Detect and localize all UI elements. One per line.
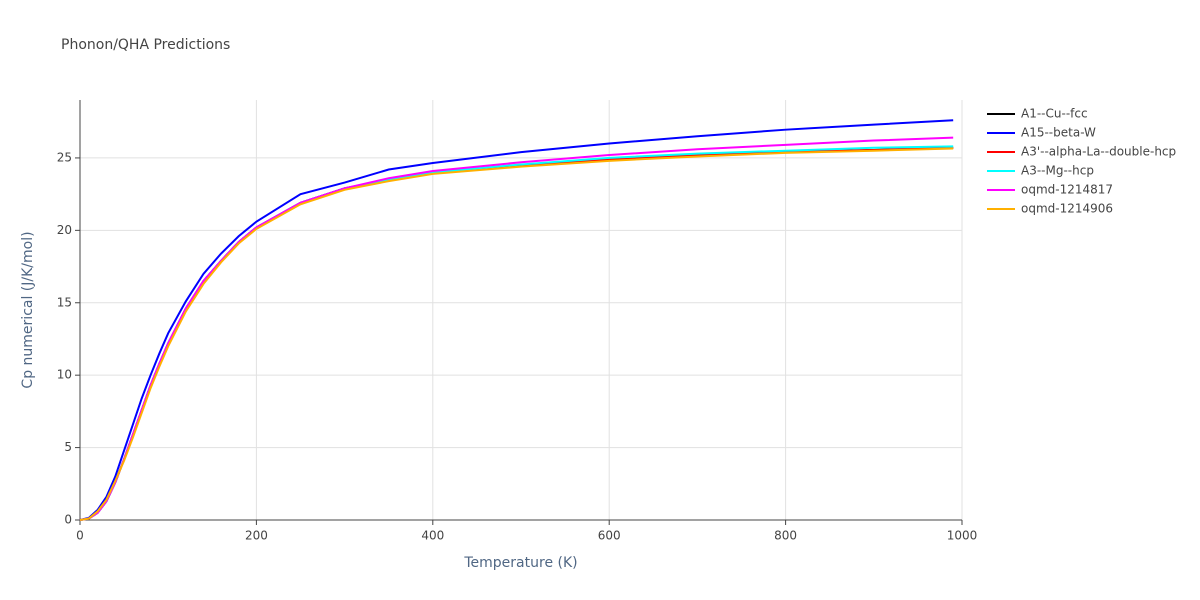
legend-label: oqmd-1214817 <box>1021 183 1113 197</box>
x-tick-label: 800 <box>774 529 797 543</box>
x-tick-label: 400 <box>421 529 444 543</box>
series-line <box>79 119 954 521</box>
x-tick-label: 600 <box>598 529 621 543</box>
x-tick-label: 200 <box>245 529 268 543</box>
x-axis-title: Temperature (K) <box>463 555 577 571</box>
legend-label: A3--Mg--hcp <box>1021 164 1094 178</box>
series-line <box>79 136 954 521</box>
series-line <box>79 147 954 521</box>
y-tick-label: 20 <box>57 223 72 237</box>
y-tick-label: 15 <box>57 295 72 309</box>
legend-label: A3'--alpha-La--double-hcp <box>1021 145 1176 159</box>
legend-label: A15--beta-W <box>1021 126 1096 140</box>
x-tick-label: 0 <box>76 529 84 543</box>
y-tick-label: 25 <box>57 150 72 164</box>
y-axis-title: Cp numerical (J/K/mol) <box>20 231 36 388</box>
series-line <box>79 146 954 521</box>
chart-title: Phonon/QHA Predictions <box>61 37 230 53</box>
y-tick-label: 10 <box>57 368 72 382</box>
legend-label: A1--Cu--fcc <box>1021 107 1088 121</box>
y-tick-label: 5 <box>64 440 72 454</box>
legend-label: oqmd-1214906 <box>1021 202 1113 216</box>
series-line <box>79 146 954 521</box>
y-tick-label: 0 <box>64 513 72 527</box>
x-tick-label: 1000 <box>947 529 978 543</box>
series-line <box>79 145 954 521</box>
